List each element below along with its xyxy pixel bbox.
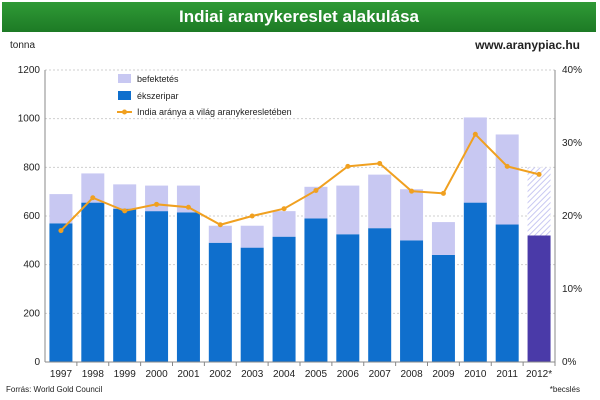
bar-jewelry <box>431 254 455 362</box>
share-point <box>536 171 542 177</box>
bar-jewelry <box>463 202 487 362</box>
bar-investment <box>49 194 73 224</box>
estimate-note: *becslés <box>549 385 580 394</box>
share-line <box>60 132 540 232</box>
legend: befektetés ékszeripar India aránya a világ… <box>117 74 292 117</box>
y-tick-label: 600 <box>23 211 40 222</box>
x-tick-label: 2005 <box>305 369 328 380</box>
axes: 0 200 400 600 800 1000 1200 0% 10% 20% 30% 40% 1997 1… <box>18 65 582 380</box>
y2-tick-label: 20% <box>562 211 582 222</box>
y2-tick-label: 0% <box>562 357 577 368</box>
bar-jewelry <box>495 224 519 362</box>
legend-swatch-jewelry <box>118 91 131 100</box>
y-tick-label: 200 <box>23 308 40 319</box>
bar-jewelry <box>368 228 392 362</box>
legend-label-investment: befektetés <box>137 74 179 84</box>
bar-investment <box>400 189 424 241</box>
bar-investment <box>527 167 551 236</box>
y2-tick-label: 10% <box>562 284 582 295</box>
share-point <box>409 188 415 194</box>
bar-series <box>49 117 551 362</box>
bar-jewelry <box>145 211 169 362</box>
y-axis-label: tonna <box>10 40 36 51</box>
share-point <box>504 163 510 169</box>
x-tick-label: 2004 <box>273 369 296 380</box>
x-tick-label: 2012* <box>526 369 552 380</box>
share-line-series <box>58 131 542 234</box>
bar-investment <box>336 185 360 235</box>
share-point <box>58 228 64 234</box>
share-point <box>122 208 128 214</box>
share-point <box>345 163 351 169</box>
bar-jewelry <box>336 234 360 362</box>
y2-tick-label: 30% <box>562 138 582 149</box>
bar-investment <box>145 185 169 212</box>
bar-jewelry <box>208 242 232 362</box>
bar-investment <box>431 222 455 255</box>
bar-investment <box>495 134 519 225</box>
x-tick-label: 2002 <box>209 369 232 380</box>
y-tick-label: 0 <box>34 357 40 368</box>
share-point <box>440 190 446 196</box>
chart-title: Indiai aranykereslet alakulása <box>178 7 420 26</box>
website-label: www.aranypiac.hu <box>475 38 580 52</box>
bar-jewelry <box>49 223 73 362</box>
share-point <box>313 187 319 193</box>
x-tick-label: 2000 <box>145 369 168 380</box>
y-tick-label: 400 <box>23 260 40 271</box>
share-point <box>154 201 160 207</box>
bar-investment <box>272 211 296 237</box>
bar-investment <box>81 173 105 203</box>
bar-jewelry <box>272 236 296 362</box>
legend-label-share: India aránya a világ aranykeresletében <box>137 107 292 117</box>
x-tick-label: 2008 <box>400 369 423 380</box>
x-tick-label: 2001 <box>177 369 200 380</box>
share-point <box>90 195 96 201</box>
bar-jewelry <box>176 212 200 362</box>
y-tick-label: 800 <box>23 162 40 173</box>
share-point <box>185 204 191 210</box>
bar-investment <box>113 184 137 209</box>
bar-jewelry <box>240 247 264 362</box>
bar-investment <box>240 225 264 248</box>
x-tick-label: 2007 <box>369 369 392 380</box>
bar-jewelry <box>113 208 137 362</box>
x-tick-label: 2006 <box>337 369 360 380</box>
bar-jewelry <box>527 235 551 362</box>
x-tick-label: 1998 <box>82 369 105 380</box>
share-point <box>217 222 223 228</box>
share-point <box>472 131 478 137</box>
source-note: Forrás: World Gold Council <box>6 385 103 394</box>
y2-tick-label: 40% <box>562 65 582 76</box>
x-tick-label: 2009 <box>432 369 455 380</box>
bar-investment <box>208 225 232 243</box>
legend-label-jewelry: ékszeripar <box>137 91 179 101</box>
legend-swatch-share-point <box>122 109 127 115</box>
share-point <box>249 213 255 219</box>
x-tick-label: 1999 <box>114 369 137 380</box>
title-banner: Indiai aranykereslet alakulása <box>2 2 596 32</box>
bar-investment <box>368 174 392 229</box>
legend-swatch-investment <box>118 74 131 83</box>
bar-jewelry <box>81 202 105 362</box>
x-tick-label: 2003 <box>241 369 264 380</box>
bar-jewelry <box>304 218 328 362</box>
share-point <box>377 160 383 166</box>
bar-investment <box>463 117 487 203</box>
bar-investment <box>176 185 200 213</box>
x-tick-label: 1997 <box>50 369 73 380</box>
y-tick-label: 1000 <box>18 114 41 125</box>
x-tick-label: 2011 <box>496 369 518 380</box>
share-point <box>281 206 287 212</box>
y-tick-label: 1200 <box>18 65 41 76</box>
x-tick-label: 2010 <box>464 369 487 380</box>
bar-jewelry <box>400 240 424 362</box>
